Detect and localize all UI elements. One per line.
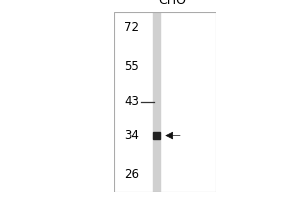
- Text: 55: 55: [124, 60, 139, 73]
- Text: 43: 43: [124, 95, 139, 108]
- Text: CHO: CHO: [158, 0, 186, 7]
- Text: 34: 34: [124, 129, 139, 142]
- Text: 26: 26: [124, 168, 139, 181]
- Bar: [153, 132, 161, 139]
- Text: 72: 72: [124, 21, 139, 34]
- Bar: [153, 12, 161, 192]
